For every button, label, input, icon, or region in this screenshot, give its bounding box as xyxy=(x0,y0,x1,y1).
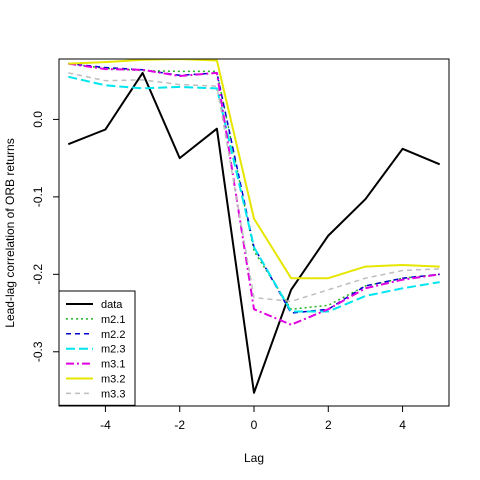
y-tick-label: -0.3 xyxy=(31,341,45,362)
x-tick-label: 2 xyxy=(325,418,332,432)
series-line-data xyxy=(67,71,441,394)
legend-label: m3.2 xyxy=(101,374,125,386)
y-axis: 0.0 -0.1 -0.2 -0.3 xyxy=(31,111,59,362)
y-tick-label: -0.2 xyxy=(31,264,45,285)
x-tick-label: -2 xyxy=(174,418,185,432)
legend: data m2.1 m2.2 m2.3 m3.1 m3.2 m3.3 xyxy=(58,290,136,406)
x-tick-label: 0 xyxy=(251,418,258,432)
y-tick-label: -0.1 xyxy=(31,186,45,207)
series-line-m3-3 xyxy=(68,72,440,303)
y-axis-title: Lead-lag correlation of ORB returns xyxy=(3,138,17,327)
legend-label: m3.3 xyxy=(101,388,125,400)
legend-label: m2.3 xyxy=(101,344,125,356)
y-tick-label: 0.0 xyxy=(31,111,45,128)
series-line-m3-2 xyxy=(68,59,440,280)
series-line-m3-1 xyxy=(68,62,440,326)
x-axis: -4 -2 0 2 4 xyxy=(100,406,406,432)
legend-label: data xyxy=(101,299,123,311)
x-axis-title: Lag xyxy=(244,451,264,465)
legend-label: m3.1 xyxy=(101,359,125,371)
series-lines xyxy=(67,59,441,394)
series-line-m2-3 xyxy=(68,75,440,313)
legend-label: m2.1 xyxy=(101,314,125,326)
x-tick-label: -4 xyxy=(100,418,111,432)
legend-label: m2.2 xyxy=(101,329,125,341)
x-tick-label: 4 xyxy=(399,418,406,432)
